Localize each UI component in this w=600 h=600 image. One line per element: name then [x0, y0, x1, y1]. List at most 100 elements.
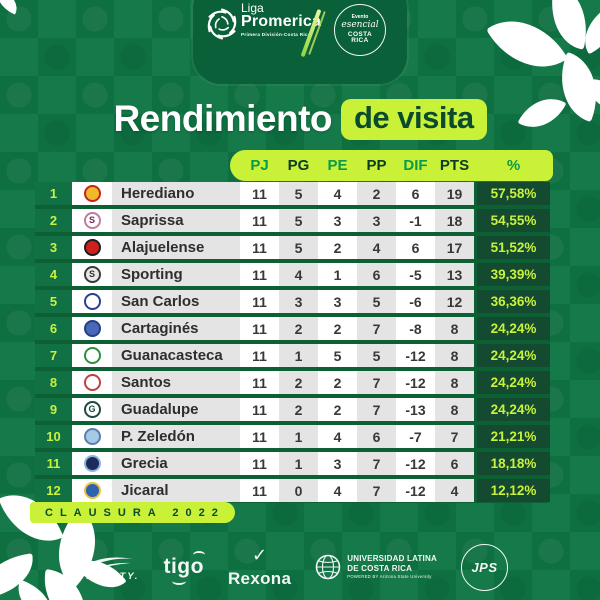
stat-pg: 3: [279, 290, 318, 313]
penalty-logo: PENALTY.: [78, 553, 139, 582]
team-logo-cell: [72, 236, 112, 259]
stat-pj: 11: [240, 398, 279, 421]
stat-dif: -12: [396, 371, 435, 394]
team-crest-icon: [83, 293, 101, 310]
stat-pct: 24,24%: [477, 371, 550, 394]
jps-label: JPS: [471, 559, 498, 575]
league-logo-panel: Liga Promerica Primera División-Costa Ri…: [193, 0, 407, 84]
stat-pj: 11: [240, 344, 279, 367]
stat-pe: 3: [318, 290, 357, 313]
standings-table: 1 Herediano 11 5 4 2 6 19 57,58% 2 S Sap…: [35, 182, 550, 503]
page-title: Rendimiento de visita: [0, 97, 600, 141]
badge-rica-text: RICA: [351, 37, 369, 45]
team-crest-icon: [83, 320, 101, 337]
stat-pts: 4: [435, 479, 474, 502]
team-logo-cell: [72, 479, 112, 502]
team-crest-icon: [83, 455, 101, 472]
header-pct: %: [506, 157, 521, 174]
table-row: 2 S Saprissa 11 5 3 3 -1 18 54,55%: [35, 209, 550, 232]
stat-pct: 51,52%: [477, 236, 550, 259]
team-crest-icon: [83, 374, 101, 391]
stat-dif: -6: [396, 290, 435, 313]
checkmark-icon: ✓: [252, 545, 268, 565]
stat-pts: 8: [435, 317, 474, 340]
header-pe: PE: [327, 157, 348, 174]
position-number: 10: [35, 425, 72, 448]
stat-dif: -12: [396, 344, 435, 367]
team-name: Saprissa: [112, 209, 240, 232]
team-name: Cartaginés: [112, 317, 240, 340]
stat-pg: 1: [279, 425, 318, 448]
title-highlight: de visita: [341, 98, 487, 140]
badge-evento-text: Evento: [351, 13, 369, 20]
header-pg: PG: [287, 157, 310, 174]
table-row: 1 Herediano 11 5 4 2 6 19 57,58%: [35, 182, 550, 205]
stat-pe: 2: [318, 236, 357, 259]
stat-pp: 5: [357, 290, 396, 313]
team-crest-icon: [83, 482, 101, 499]
team-crest-icon: G: [83, 401, 101, 418]
universidad-latina-logo: UNIVERSIDAD LATINA DE COSTA RICA POWERED…: [315, 554, 437, 580]
stat-pp: 7: [357, 371, 396, 394]
stat-pj: 11: [240, 371, 279, 394]
stat-pts: 17: [435, 236, 474, 259]
stat-pp: 6: [357, 425, 396, 448]
stat-pg: 5: [279, 209, 318, 232]
position-number: 2: [35, 209, 72, 232]
stat-pe: 4: [318, 182, 357, 205]
team-name: San Carlos: [112, 290, 240, 313]
team-name: Herediano: [112, 182, 240, 205]
team-crest-icon: [83, 239, 101, 256]
penalty-chevron-icon: [84, 557, 133, 569]
stat-pe: 2: [318, 398, 357, 421]
table-row: 10 P. Zeledón 11 1 4 6 -7 7 21,21%: [35, 425, 550, 448]
stat-pts: 19: [435, 182, 474, 205]
stat-pj: 11: [240, 479, 279, 502]
header-pts: PTS: [439, 157, 470, 174]
stat-pct: 24,24%: [477, 398, 550, 421]
stat-dif: -12: [396, 452, 435, 475]
season-badge: CLAUSURA 2022: [30, 502, 235, 523]
stat-pp: 3: [357, 209, 396, 232]
stat-pe: 3: [318, 452, 357, 475]
stat-pg: 5: [279, 236, 318, 259]
stat-dif: 6: [396, 236, 435, 259]
stat-pct: 24,24%: [477, 317, 550, 340]
position-number: 11: [35, 452, 72, 475]
position-number: 9: [35, 398, 72, 421]
stat-pe: 4: [318, 479, 357, 502]
stat-pj: 11: [240, 317, 279, 340]
stat-pe: 4: [318, 425, 357, 448]
team-logo-cell: G: [72, 398, 112, 421]
table-row: 4 S Sporting 11 4 1 6 -5 13 39,39%: [35, 263, 550, 286]
stat-pj: 11: [240, 452, 279, 475]
position-number: 7: [35, 344, 72, 367]
team-logo-cell: [72, 182, 112, 205]
stat-pts: 13: [435, 263, 474, 286]
table-row: 5 San Carlos 11 3 3 5 -6 12 36,36%: [35, 290, 550, 313]
globe-icon: [315, 554, 341, 580]
stat-pts: 12: [435, 290, 474, 313]
table-header: PJ PG PE PP DIF PTS %: [230, 150, 553, 181]
universidad-line1: UNIVERSIDAD LATINA: [347, 554, 437, 564]
tigo-label: tigo: [163, 551, 205, 585]
stat-pts: 18: [435, 209, 474, 232]
stat-pj: 11: [240, 290, 279, 313]
stat-pe: 3: [318, 209, 357, 232]
table-row: 7 Guanacasteca 11 1 5 5 -12 8 24,24%: [35, 344, 550, 367]
header-pp: PP: [366, 157, 387, 174]
stat-pts: 8: [435, 371, 474, 394]
rexona-logo: ✓ Rexona: [228, 545, 291, 589]
table-row: 11 Grecia 11 1 3 7 -12 6 18,18%: [35, 452, 550, 475]
team-logo-cell: [72, 425, 112, 448]
universidad-powered-by: POWERED BY Arizona State University: [347, 573, 432, 579]
stat-pj: 11: [240, 209, 279, 232]
stat-pg: 5: [279, 182, 318, 205]
stat-pp: 7: [357, 317, 396, 340]
tigo-logo: tigo: [163, 551, 205, 585]
table-row: 6 Cartaginés 11 2 2 7 -8 8 24,24%: [35, 317, 550, 340]
stat-pct: 12,12%: [477, 479, 550, 502]
table-row: 9 G Guadalupe 11 2 2 7 -13 8 24,24%: [35, 398, 550, 421]
stat-dif: -1: [396, 209, 435, 232]
stat-pp: 6: [357, 263, 396, 286]
